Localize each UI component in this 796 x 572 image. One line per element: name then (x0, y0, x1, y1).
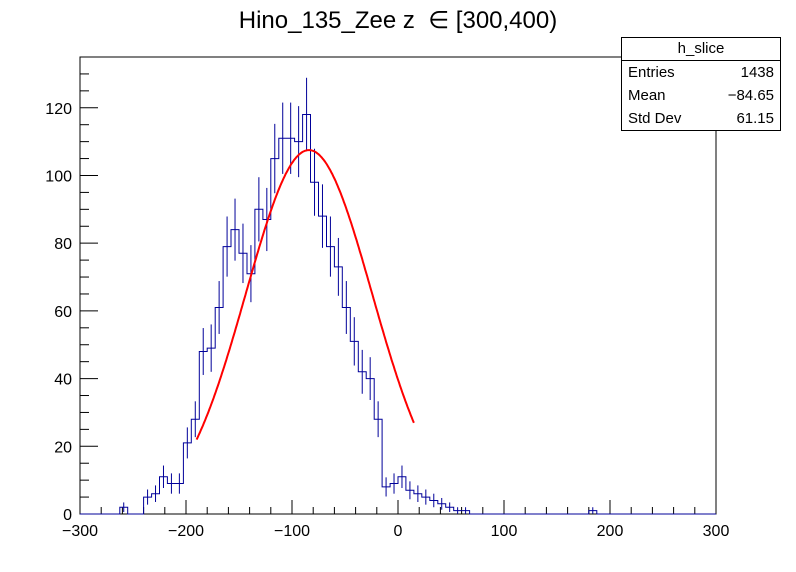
y-tick-label: 60 (54, 304, 72, 321)
histogram-line (80, 114, 716, 515)
x-tick-label: 0 (394, 523, 403, 540)
x-tick-label: 200 (597, 523, 624, 540)
error-bars (123, 77, 594, 514)
x-tick-label: −100 (274, 523, 310, 540)
y-tick-label: 40 (54, 372, 72, 389)
stats-label: Mean (628, 87, 666, 104)
stats-label: Std Dev (628, 110, 682, 127)
stats-value: 1438 (740, 64, 774, 81)
stats-box-title: h_slice (622, 38, 780, 61)
y-tick-label: 20 (54, 439, 72, 456)
x-tick-label: 300 (703, 523, 730, 540)
x-tick-label: −300 (62, 523, 98, 540)
x-tick-label: −200 (168, 523, 204, 540)
chart-title: Hino_135_Zee z ∈ [300,400) (238, 7, 558, 34)
gaussian-fit-curve (195, 149, 415, 441)
x-tick-labels: −300 −200 −100 0 100 200 300 (62, 523, 729, 540)
stats-value: 61.15 (736, 110, 774, 127)
stats-label: Entries (628, 64, 675, 81)
stats-row-entries: Entries 1438 (622, 61, 780, 84)
y-tick-label: 80 (54, 236, 72, 253)
y-tick-label: 100 (45, 168, 72, 185)
y-tick-labels: 0 20 40 60 80 100 120 (45, 101, 72, 524)
stats-row-stddev: Std Dev 61.15 (622, 107, 780, 130)
stats-box: h_slice Entries 1438 Mean −84.65 Std Dev… (621, 37, 781, 131)
y-tick-label: 120 (45, 101, 72, 118)
x-tick-label: 100 (491, 523, 518, 540)
stats-value: −84.65 (727, 87, 774, 104)
stats-row-mean: Mean −84.65 (622, 84, 780, 107)
y-tick-label: 0 (63, 507, 72, 524)
